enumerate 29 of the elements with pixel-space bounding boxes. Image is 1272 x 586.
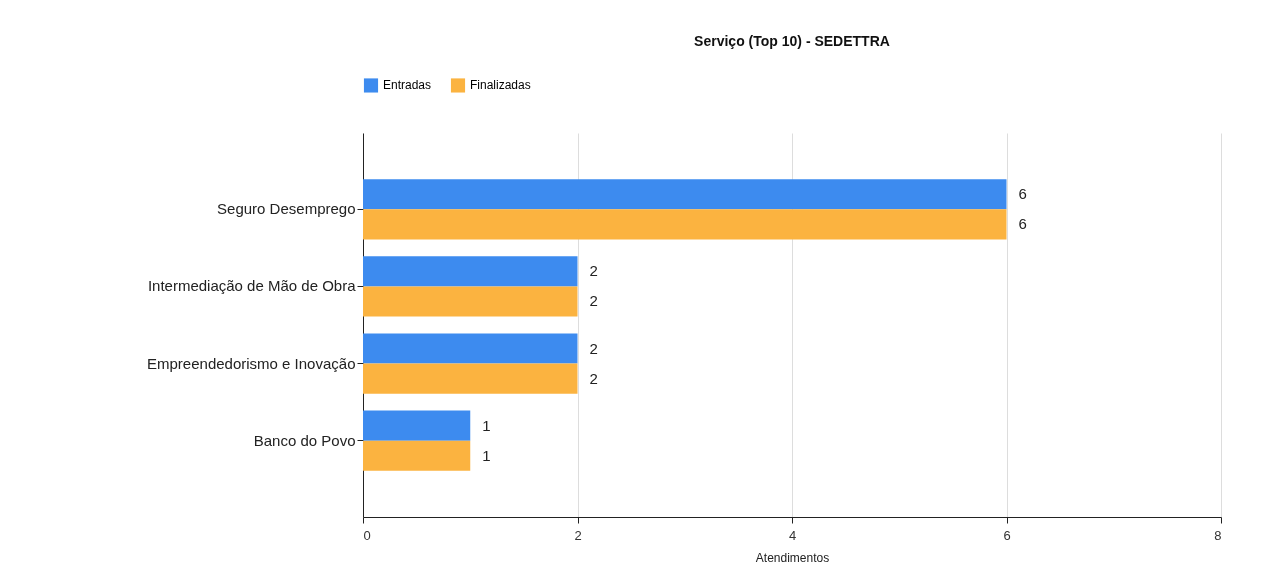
data-label: 6: [1018, 215, 1027, 233]
bar: [363, 440, 471, 471]
data-label: 2: [589, 369, 598, 387]
data-label: 6: [1018, 185, 1027, 203]
bar: [363, 256, 578, 287]
data-label: 2: [589, 339, 598, 357]
data-label: 1: [482, 416, 491, 434]
bar: [363, 363, 578, 394]
bar: [363, 286, 578, 317]
y-tick-label: Empreendedorismo e Inovação: [147, 354, 356, 372]
x-tick-label: 8: [1214, 527, 1222, 543]
y-tick-label: Banco do Povo: [253, 431, 356, 449]
bar: [363, 333, 578, 364]
x-tick-label: 0: [363, 527, 371, 543]
y-tick-label: Intermediação de Mão de Obra: [147, 277, 357, 295]
legend-label: Finalizadas: [470, 78, 531, 93]
data-label: 2: [589, 262, 598, 280]
data-label: 1: [482, 446, 491, 464]
bar: [363, 410, 471, 441]
chart-title: Serviço (Top 10) - SEDETTRA: [694, 33, 890, 49]
legend-label: Entradas: [383, 78, 432, 93]
bar: [363, 209, 1007, 240]
bar: [363, 179, 1007, 210]
x-tick-label: 6: [1003, 527, 1011, 543]
x-tick-label: 2: [574, 527, 582, 543]
data-label: 2: [589, 292, 598, 310]
x-tick-label: 4: [788, 527, 797, 543]
y-tick-label: Seguro Desemprego: [217, 200, 356, 218]
x-axis-title: Atendimentos: [755, 550, 830, 565]
